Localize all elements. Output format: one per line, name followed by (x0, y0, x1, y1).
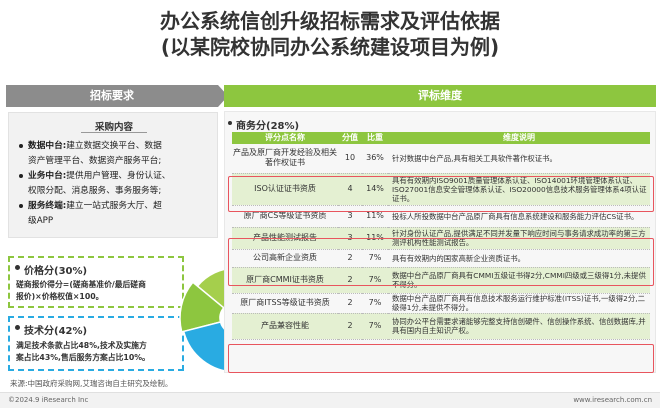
page-title: 办公系统信创升级招标需求及评估依据 (160, 9, 500, 33)
business-score-table: 评分点名称 分值 比重 维度说明 产品及原厂商开发经验及相关著作权证书 10 3… (232, 132, 650, 340)
procurement-item-cont: 级APP (28, 216, 54, 226)
cell-desc: 针对身份认证产品,提供满足不同并发量下响应时间与事务请求成功率的第三方测评机构性… (388, 227, 650, 250)
cell-desc: 协同办公平台需要求诸能够完整支持信创硬件、信创操作系统、信创数据库,并具有国内自… (388, 313, 650, 340)
cell-name: 产品及原厂商开发经验及相关著作权证书 (232, 144, 338, 174)
cell-score: 2 (338, 313, 362, 340)
cell-pct: 7% (362, 293, 388, 314)
copyright: ©2024.9 iResearch Inc (8, 396, 89, 404)
table-row: 原厂商ITSS等级证书资质 2 7% 数据中台产品原厂商具有信息技术服务运行维护… (232, 293, 650, 314)
col-header-desc: 维度说明 (388, 132, 650, 144)
cell-pct: 11% (362, 205, 388, 228)
table-row: 公司高新企业资质 2 7% 具有有效期内的国家高新企业资质证书。 (232, 249, 650, 268)
cell-desc: 具有有效期内的国家高新企业资质证书。 (388, 249, 650, 268)
tech-score-box: 技术分(42%) 满足技术条款占比48%,技术及实施方 案占比43%,售后服务方… (8, 316, 184, 371)
procurement-item: 业务中台:提供用户管理、身份认证、 (19, 169, 215, 184)
cell-desc: 针对数据中台产品,具有相关工具软件著作权证书。 (388, 144, 650, 174)
cell-score: 2 (338, 249, 362, 268)
cell-name: 原厂商CS等级证书资质 (232, 205, 338, 228)
col-header-score: 分值 (338, 132, 362, 144)
cell-score: 3 (338, 205, 362, 228)
cell-pct: 36% (362, 144, 388, 174)
cell-desc: 投标人所投数据中台产品原厂商具有信息系统建设和服务能力评估CS证书。 (388, 205, 650, 228)
col-header-pct: 比重 (362, 132, 388, 144)
cell-score: 10 (338, 144, 362, 174)
page-subtitle: (以某院校协同办公系统建设项目为例) (160, 35, 500, 59)
source-note: 来源:中国政府采购网,艾瑞咨询自主研究及绘制。 (10, 379, 173, 388)
cell-desc: 具有有效期内ISO9001质量管理体系认证、ISO14001环境管理体系认证、I… (388, 173, 650, 206)
header-arrow (218, 85, 228, 107)
cell-name: ISO认证证书资质 (232, 173, 338, 206)
cell-pct: 7% (362, 313, 388, 340)
procurement-box: 采购内容 数据中台:建立数据交换平台、数据 资产管理平台、数据资产服务平台; 业… (8, 112, 218, 238)
table-row: 原厂商CMMI证书资质 2 7% 数据中台产品原厂商具有CMMI五级证书得2分,… (232, 267, 650, 294)
procurement-item: 服务终端:建立一站式服务大厅、超 (19, 199, 215, 214)
procurement-list: 数据中台:建立数据交换平台、数据 资产管理平台、数据资产服务平台; 业务中台:提… (19, 139, 215, 229)
website: www.iresearch.com.cn (573, 396, 652, 404)
table-row: 原厂商CS等级证书资质 3 11% 投标人所投数据中台产品原厂商具有信息系统建设… (232, 205, 650, 228)
procurement-item-cont: 权限分配、消息服务、事务服务等; (28, 186, 162, 196)
procurement-divider (81, 132, 147, 133)
requirements-header: 招标要求 (6, 85, 218, 107)
footer-bar: ©2024.9 iResearch Inc www.iresearch.com.… (0, 392, 660, 408)
tech-score-title: 技术分(42%) (14, 322, 87, 337)
cell-pct: 7% (362, 267, 388, 294)
cell-name: 原厂商CMMI证书资质 (232, 267, 338, 294)
procurement-item-cont: 资产管理平台、数据资产服务平台; (28, 156, 162, 166)
cell-pct: 7% (362, 249, 388, 268)
cell-desc: 数据中台产品原厂商具有信息技术服务运行维护标准(ITSS)证书,一级得2分,二级… (388, 293, 650, 314)
col-header-name: 评分点名称 (232, 132, 338, 144)
cell-pct: 11% (362, 227, 388, 250)
price-score-desc: 磋商报价得分=(磋商基准价/最后磋商 报价)×价格权值×100。 (16, 280, 146, 301)
cell-name: 产品性能测试报告 (232, 227, 338, 250)
tech-score-desc: 满足技术条款占比48%,技术及实施方 案占比43%,售后服务方案占比10%。 (16, 341, 150, 362)
cell-name: 原厂商ITSS等级证书资质 (232, 293, 338, 314)
pie-slice (179, 281, 225, 333)
business-score-title: 商务分(28%) (227, 117, 299, 132)
table-row: 产品兼容性能 2 7% 协同办公平台需要求诸能够完整支持信创硬件、信创操作系统、… (232, 313, 650, 340)
criteria-header: 评标维度 (224, 85, 656, 107)
table-row: ISO认证证书资质 4 14% 具有有效期内ISO9001质量管理体系认证、IS… (232, 173, 650, 206)
cell-pct: 14% (362, 173, 388, 206)
cell-score: 2 (338, 293, 362, 314)
procurement-item: 数据中台:建立数据交换平台、数据 (19, 139, 215, 154)
price-score-title: 价格分(30%) (14, 262, 87, 277)
cell-name: 公司高新企业资质 (232, 249, 338, 268)
cell-desc: 数据中台产品原厂商具有CMMI五级证书得2分,CMMI四级或三级得1分,未提供不… (388, 267, 650, 294)
procurement-title: 采购内容 (94, 122, 133, 133)
table-row: 产品性能测试报告 3 11% 针对身份认证产品,提供满足不同并发量下响应时间与事… (232, 227, 650, 250)
cell-name: 产品兼容性能 (232, 313, 338, 340)
cell-score: 4 (338, 173, 362, 206)
cell-score: 3 (338, 227, 362, 250)
cell-score: 2 (338, 267, 362, 294)
price-score-box: 价格分(30%) 磋商报价得分=(磋商基准价/最后磋商 报价)×价格权值×100… (8, 256, 184, 308)
table-row: 产品及原厂商开发经验及相关著作权证书 10 36% 针对数据中台产品,具有相关工… (232, 144, 650, 174)
table-header-row: 评分点名称 分值 比重 维度说明 (232, 132, 650, 144)
